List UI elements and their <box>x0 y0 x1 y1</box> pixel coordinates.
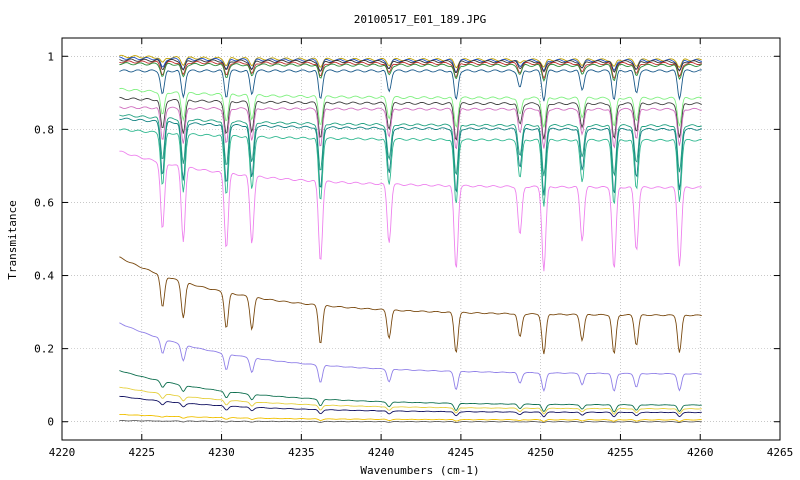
series-line <box>119 96 702 141</box>
x-tick-label: 4245 <box>448 446 475 459</box>
series-line <box>119 54 702 69</box>
series-line <box>119 150 702 272</box>
plot-area <box>61 37 781 441</box>
x-tick-label: 4265 <box>767 446 794 459</box>
series-line <box>119 117 702 196</box>
series-line <box>119 62 702 82</box>
series-line <box>119 87 702 128</box>
series-line <box>119 256 702 355</box>
y-tick-label: 0.4 <box>34 270 54 283</box>
series-line <box>119 322 702 393</box>
x-tick-label: 4255 <box>607 446 634 459</box>
y-tick-label: 0.6 <box>34 196 54 209</box>
ticks: 4220 4225 4230 4235 4240 4245 4250 4255 4260 4265… <box>34 38 793 459</box>
x-tick-label: 4225 <box>129 446 156 459</box>
series-line <box>119 413 702 422</box>
series-line <box>119 56 702 73</box>
x-tick-label: 4260 <box>687 446 714 459</box>
x-tick-label: 4240 <box>368 446 395 459</box>
x-tick-label: 4230 <box>208 446 235 459</box>
series-line <box>119 370 702 413</box>
y-tick-label: 0.8 <box>34 123 54 136</box>
series-line <box>119 128 702 207</box>
series-line <box>119 69 702 102</box>
series-line <box>119 60 702 80</box>
series-group <box>119 54 702 424</box>
x-tick-label: 4235 <box>288 446 315 459</box>
series-line <box>119 419 702 424</box>
series-line <box>119 58 702 73</box>
y-axis-label: Transmitance <box>6 200 19 279</box>
x-tick-label: 4250 <box>527 446 554 459</box>
y-tick-label: 1 <box>47 50 54 63</box>
grid <box>62 38 780 440</box>
x-tick-label: 4220 <box>49 446 76 459</box>
series-line <box>119 386 702 415</box>
y-tick-label: 0.2 <box>34 343 54 356</box>
chart-title: 20100517_E01_189.JPG <box>354 13 486 26</box>
series-line <box>119 114 702 177</box>
x-axis-label: Wavenumbers (cm-1) <box>360 464 479 477</box>
series-line <box>119 395 702 418</box>
y-tick-label: 0 <box>47 416 54 429</box>
series-line <box>119 106 702 150</box>
